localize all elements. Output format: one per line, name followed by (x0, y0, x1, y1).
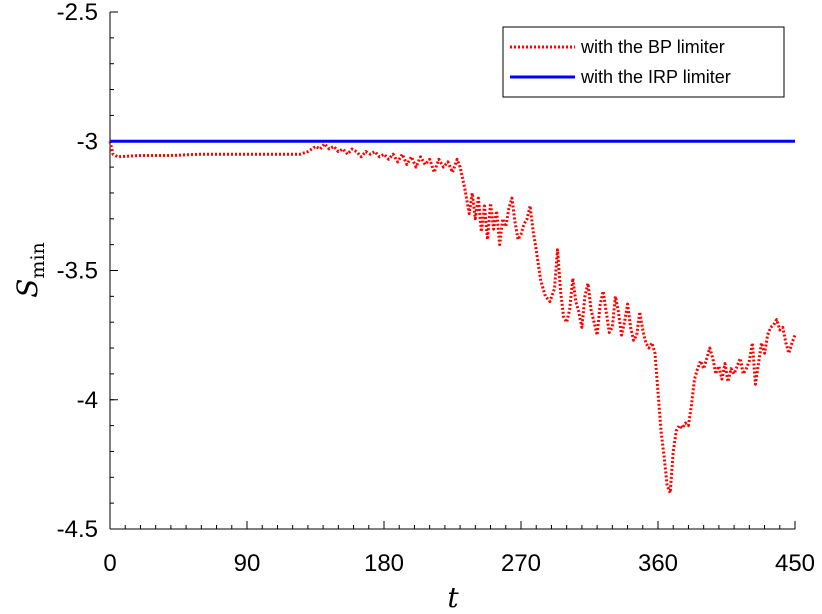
tick-labels: -2.5 -3 -3.5 -4 -4.50 90 180 270 360 450 (57, 0, 815, 577)
legend-label-irp: with the IRP limiter (580, 67, 731, 87)
x-tick-label: 180 (364, 550, 404, 577)
legend: with the BP limiter with the IRP limiter (502, 26, 785, 98)
x-tick-label: 360 (638, 550, 678, 577)
x-axis-label: t (447, 581, 459, 614)
x-tick-label: 450 (775, 550, 815, 577)
legend-label-bp: with the BP limiter (580, 37, 725, 57)
legend-box (502, 26, 785, 98)
y-axis-label: Smin (11, 242, 49, 298)
y-tick-label: -4.5 (57, 516, 98, 543)
y-axis-label-main: S (11, 279, 44, 298)
x-tick-label: 0 (103, 550, 116, 577)
plot-lines (108, 139, 797, 495)
x-tick-label: 270 (501, 550, 541, 577)
x-tick-label: 90 (234, 550, 261, 577)
y-tick-label: -3 (77, 128, 98, 155)
y-axis-label-subscript: min (27, 242, 49, 278)
axes (109, 11, 796, 530)
y-tick-label: -2.5 (57, 0, 98, 26)
y-tick-label: -4 (77, 387, 98, 414)
y-tick-label: -3.5 (57, 258, 98, 285)
series-line-bp-limiter (108, 140, 797, 495)
